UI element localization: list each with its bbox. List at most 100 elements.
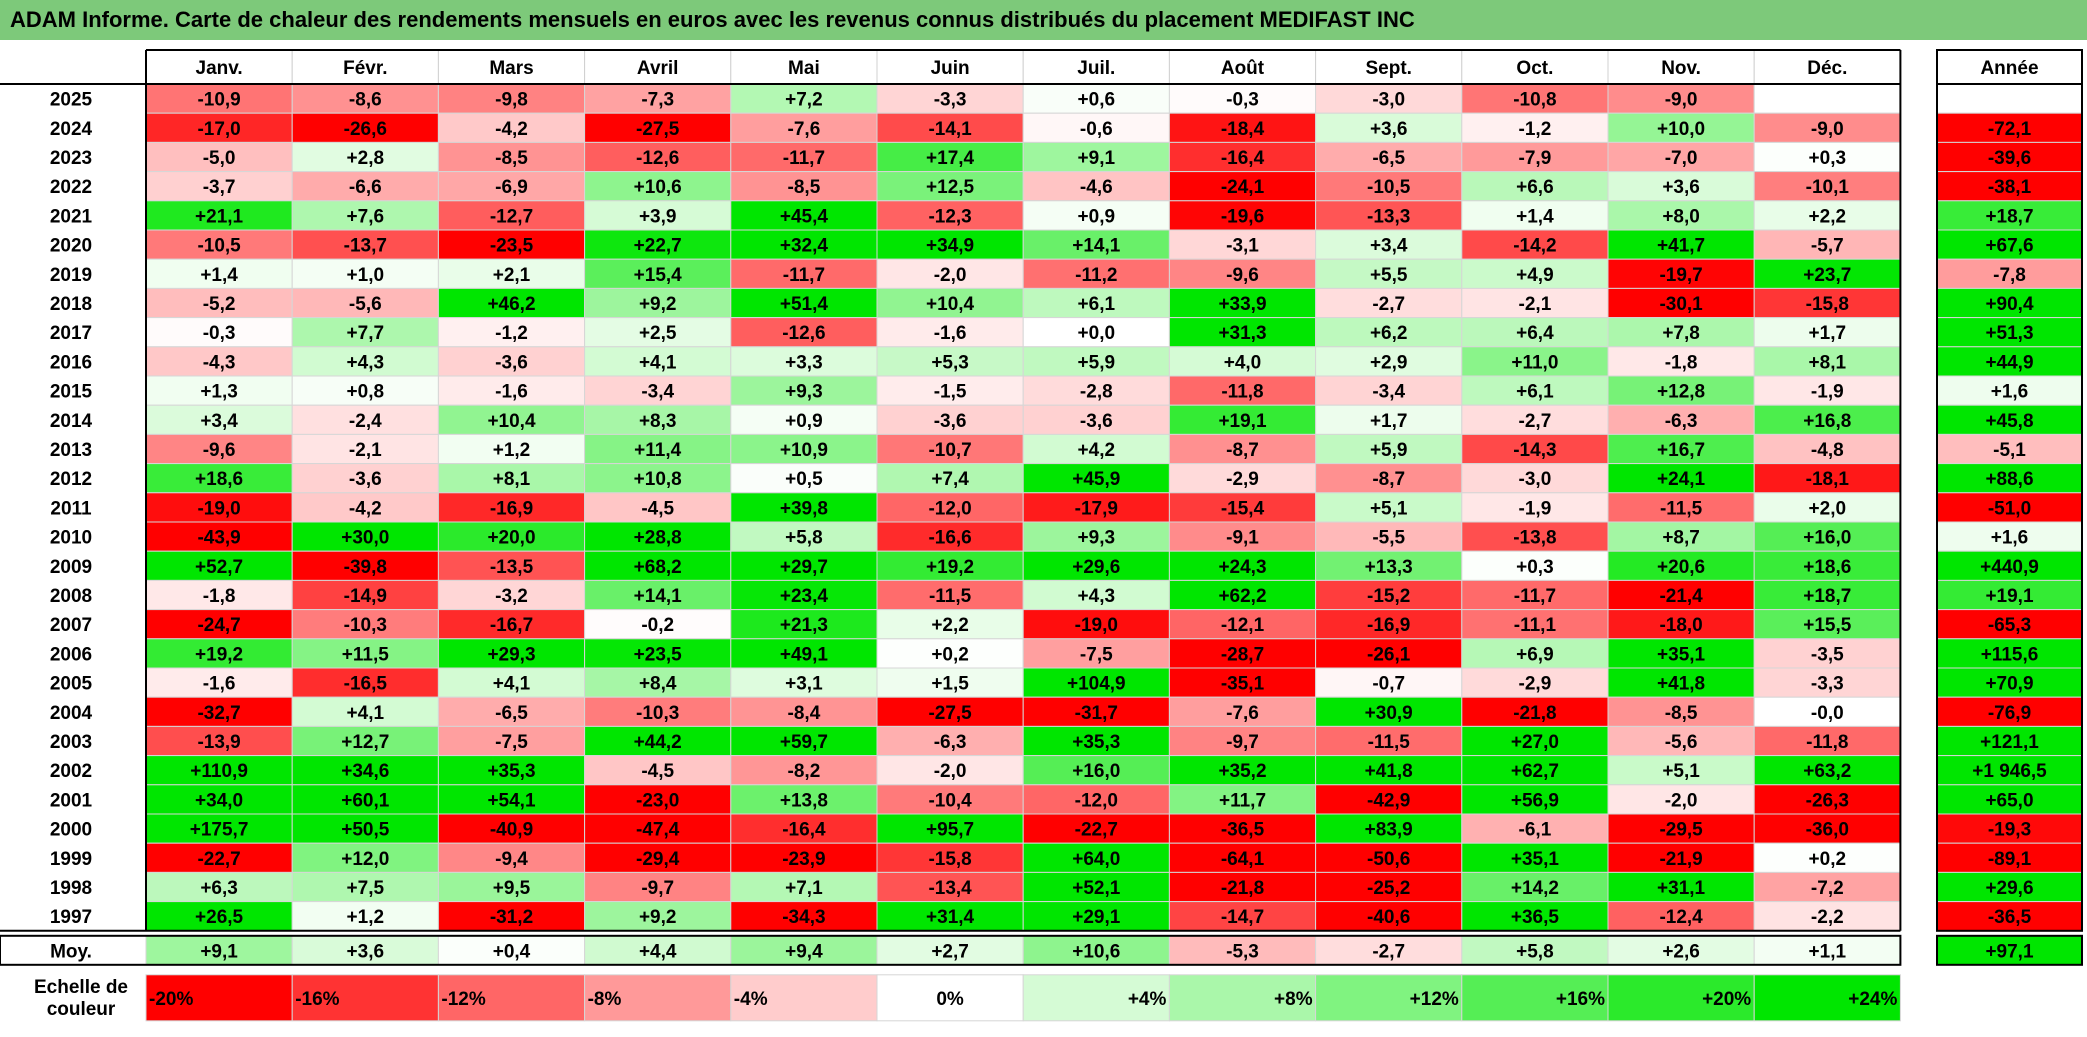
annual-cell: [1936, 813, 2083, 844]
heatmap-cell: [1461, 258, 1609, 289]
heatmap-cell-value: -13,4: [928, 878, 972, 899]
heatmap-cell-value: -0,2: [641, 615, 674, 636]
heatmap-cell-value: -11,7: [783, 265, 825, 286]
heatmap-cell: [730, 521, 878, 552]
heatmap-cell-value: -21,8: [1513, 703, 1556, 724]
column-header-label: Mars: [489, 58, 533, 79]
heatmap-cell: [1607, 521, 1755, 552]
heatmap-cell-value: -2,4: [349, 411, 382, 432]
heatmap-cell-value: +2,0: [1809, 498, 1847, 519]
annual-cell-value: +19,1: [1985, 586, 2034, 607]
column-header-label: Mai: [788, 58, 820, 79]
heatmap-cell: [1607, 784, 1755, 815]
year-label: 2015: [50, 382, 93, 403]
heatmap-cell: [1022, 229, 1170, 260]
heatmap-cell-value: -6,9: [495, 177, 528, 198]
heatmap-cell-value: +0,8: [347, 382, 385, 403]
heatmap-cell: [1753, 404, 1901, 435]
heatmap-cell-value: +20,6: [1657, 557, 1705, 578]
year-label: 2024: [50, 119, 93, 140]
heatmap-cell-value: +0,3: [1809, 148, 1847, 169]
year-label: 2022: [50, 177, 92, 198]
heatmap-cell-value: -19,0: [1075, 615, 1118, 636]
heatmap-cell-value: -23,9: [782, 849, 825, 870]
heatmap-cell-value: -6,3: [934, 732, 967, 753]
heatmap-cell-value: -14,9: [344, 586, 387, 607]
heatmap-cell: [437, 287, 586, 319]
heatmap-cell-value: -1,2: [1519, 119, 1552, 140]
heatmap-cell: [584, 842, 732, 873]
heatmap-cell-value: -0,3: [203, 323, 236, 344]
heatmap-cell-value: +29,7: [780, 557, 828, 578]
heatmap-cell-value: -18,4: [1221, 119, 1265, 140]
heatmap-cell-value: -26,1: [1367, 644, 1411, 665]
heatmap-cell-value: +4,1: [347, 703, 385, 724]
year-label: 2009: [50, 557, 92, 578]
heatmap-cell-value: +54,1: [487, 790, 536, 811]
heatmap-cell: [730, 813, 878, 844]
annual-cell: [1936, 871, 2083, 903]
annual-border: [1936, 49, 2083, 932]
annual-cell-value: -89,1: [1988, 849, 2032, 870]
heatmap-cell-value: -7,3: [641, 90, 674, 111]
heatmap-cell: [145, 463, 293, 494]
heatmap-cell-value: -11,5: [1368, 732, 1411, 753]
heatmap-cell: [1022, 346, 1170, 377]
heatmap-cell: [584, 317, 732, 348]
annual-cell-value: -39,6: [1988, 148, 2031, 169]
heatmap-cell: [437, 346, 586, 377]
heatmap-cell-value: -3,0: [1519, 469, 1552, 490]
annual-cell-value: -72,1: [1988, 119, 2032, 140]
heatmap-cell-value: -9,1: [1226, 528, 1259, 549]
column-header-label: Juin: [931, 58, 970, 79]
heatmap-cell-value: +59,7: [780, 732, 828, 753]
heatmap-cell: [730, 200, 878, 231]
heatmap-cell-value: -14,2: [1513, 236, 1556, 257]
heatmap-cell: [145, 171, 293, 202]
heatmap-cell-value: -13,5: [490, 557, 534, 578]
average-cell: [876, 935, 1024, 966]
heatmap-cell-value: +45,4: [780, 206, 829, 227]
annual-cell: [1936, 521, 2083, 552]
heatmap-cell-value: -2,1: [1519, 294, 1552, 315]
heatmap-cell-value: -21,8: [1221, 878, 1264, 899]
heatmap-cell-value: +9,3: [1078, 528, 1116, 549]
heatmap-cell-value: +34,9: [926, 236, 974, 257]
year-label: 2008: [50, 586, 92, 607]
heatmap-cell-value: -3,6: [495, 352, 528, 373]
heatmap-cell-value: -18,1: [1806, 469, 1850, 490]
heatmap-cell-value: -15,4: [1221, 498, 1265, 519]
scale-swatch-label: +8%: [1274, 989, 1313, 1010]
heatmap-cell-value: -0,0: [1811, 703, 1844, 724]
heatmap-cell: [145, 200, 293, 231]
heatmap-cell: [145, 521, 293, 552]
heatmap-cell-value: +5,1: [1662, 761, 1700, 782]
heatmap-cell-value: +14,2: [1511, 878, 1559, 899]
heatmap-cell-value: -7,5: [1080, 644, 1113, 665]
heatmap-cell-value: +52,1: [1072, 878, 1121, 899]
heatmap-cell: [1607, 433, 1755, 465]
heatmap-cell: [1022, 696, 1170, 727]
heatmap-cell-value: -3,4: [641, 382, 674, 403]
heatmap-cell: [437, 229, 586, 260]
annual-cell-value: +1 946,5: [1972, 761, 2047, 782]
heatmap-cell-value: -11,5: [929, 586, 972, 607]
heatmap-cell: [584, 784, 732, 815]
heatmap-cell: [145, 317, 293, 348]
heatmap-cell-value: +0,0: [1078, 323, 1116, 344]
annual-cell: [1936, 725, 2083, 757]
heatmap-cell-value: +6,1: [1078, 294, 1116, 315]
year-label: 2016: [50, 352, 92, 373]
heatmap-cell: [145, 346, 293, 377]
annual-cell-value: +440,9: [1980, 557, 2039, 578]
heatmap-cell-value: -2,2: [1811, 907, 1844, 928]
heatmap-cell-value: +6,6: [1516, 177, 1554, 198]
heatmap-cell: [1607, 550, 1755, 581]
annual-cell-value: +70,9: [1985, 674, 2033, 695]
annual-cell: [1936, 492, 2083, 523]
heatmap-cell: [1315, 200, 1463, 231]
heatmap-cell: [584, 521, 732, 552]
scale-swatch-label: +20%: [1702, 989, 1751, 1010]
heatmap-cell: [1461, 375, 1609, 406]
heatmap-cell-value: -8,5: [1665, 703, 1698, 724]
